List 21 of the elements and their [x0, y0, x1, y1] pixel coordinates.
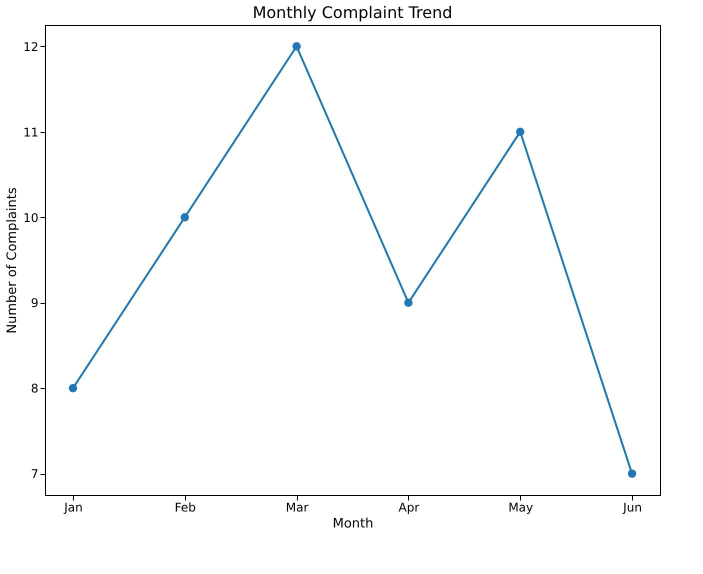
x-tick-label: Feb — [174, 500, 196, 514]
y-tick-label: 8 — [30, 382, 38, 396]
point — [628, 469, 636, 478]
y-tick-label: 9 — [30, 296, 38, 310]
point — [292, 42, 301, 51]
x-tick-label: May — [508, 500, 534, 514]
point — [180, 213, 189, 222]
y-tick-label: 7 — [30, 467, 38, 482]
point — [68, 384, 78, 392]
y-tick-label: 12 — [23, 40, 38, 54]
x-tick-label: Mar — [286, 500, 308, 514]
x-axis-title: Month — [332, 516, 374, 532]
x-tick-label: Jan — [63, 500, 83, 514]
x-tick-label: Jun — [622, 500, 642, 514]
y-tick-label: 10 — [23, 210, 38, 225]
point — [404, 298, 413, 307]
y-axis-title: Number of Complaints — [5, 187, 20, 334]
x-tick-label: Apr — [398, 500, 420, 514]
y-tick-label: 11 — [23, 125, 38, 140]
point — [516, 128, 524, 136]
chart-title: Monthly Complaint Trend — [252, 3, 452, 22]
